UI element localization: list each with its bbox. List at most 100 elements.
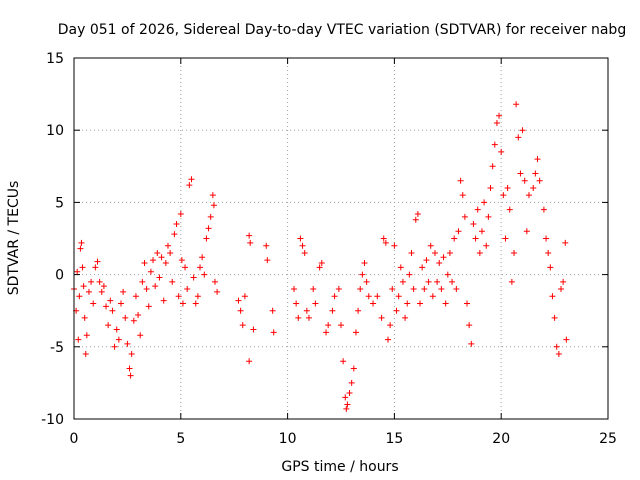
data-point — [470, 221, 477, 228]
data-point — [457, 177, 464, 184]
data-point — [350, 365, 357, 372]
data-point — [139, 278, 146, 285]
data-points — [71, 101, 570, 412]
data-point — [325, 322, 332, 329]
data-point — [365, 293, 372, 300]
data-point — [549, 293, 556, 300]
data-point — [461, 213, 468, 220]
data-point — [205, 225, 212, 232]
data-point — [563, 336, 570, 343]
data-point — [184, 286, 191, 293]
data-point — [305, 314, 312, 321]
data-point — [348, 379, 355, 386]
data-point — [235, 297, 242, 304]
data-point — [186, 182, 193, 189]
data-point — [370, 300, 377, 307]
data-point — [135, 312, 142, 319]
data-point — [560, 278, 567, 285]
axis-ticks: 0 5 10 15 20 25 -10 -5 0 5 10 15 — [41, 51, 617, 447]
grid-lines — [74, 58, 608, 419]
data-point — [419, 264, 426, 271]
data-point — [425, 278, 432, 285]
data-point — [141, 260, 148, 267]
data-point — [199, 254, 206, 261]
data-point — [363, 278, 370, 285]
data-point — [474, 206, 481, 213]
y-tick-label: -10 — [41, 412, 64, 428]
data-point — [382, 239, 389, 246]
data-point — [504, 184, 511, 191]
data-point — [493, 119, 500, 126]
data-point — [399, 278, 406, 285]
data-point — [103, 303, 110, 310]
data-point — [201, 271, 208, 278]
data-point — [150, 257, 157, 264]
data-point — [318, 260, 325, 267]
data-point — [506, 206, 513, 213]
data-point — [79, 264, 86, 271]
data-point — [162, 260, 169, 267]
data-point — [169, 278, 176, 285]
y-tick-label: 10 — [46, 123, 64, 139]
data-point — [301, 249, 308, 256]
data-point — [98, 288, 105, 295]
data-point — [158, 254, 165, 261]
data-point — [487, 184, 494, 191]
data-point — [247, 239, 254, 246]
data-point — [453, 286, 460, 293]
data-point — [393, 307, 400, 314]
y-tick-label: 5 — [55, 195, 64, 211]
data-point — [299, 242, 306, 249]
data-point — [545, 249, 552, 256]
data-point — [120, 288, 127, 295]
data-point — [511, 249, 518, 256]
data-point — [491, 141, 498, 148]
data-point — [459, 192, 466, 199]
data-point — [316, 264, 323, 271]
data-point — [90, 300, 97, 307]
data-point — [431, 249, 438, 256]
data-point — [404, 300, 411, 307]
data-point — [438, 286, 445, 293]
data-point — [81, 314, 88, 321]
data-point — [323, 329, 330, 336]
data-point — [111, 343, 118, 350]
data-point — [346, 390, 353, 397]
data-point — [122, 314, 129, 321]
data-point — [137, 332, 144, 339]
data-point — [483, 242, 490, 249]
data-point — [100, 283, 107, 290]
data-point — [402, 314, 409, 321]
data-point — [421, 286, 428, 293]
data-point — [496, 112, 503, 119]
data-point — [331, 293, 338, 300]
data-point — [126, 365, 133, 372]
x-tick-label: 5 — [176, 431, 185, 447]
x-tick-label: 20 — [492, 431, 510, 447]
data-point — [343, 405, 350, 412]
data-point — [182, 264, 189, 271]
data-point — [357, 286, 364, 293]
y-tick-label: 0 — [55, 268, 64, 284]
data-point — [342, 394, 349, 401]
data-point — [127, 372, 134, 379]
data-point — [340, 358, 347, 365]
data-point — [513, 101, 520, 108]
data-point — [77, 245, 84, 252]
data-point — [147, 268, 154, 275]
data-point — [481, 199, 488, 206]
data-point — [214, 288, 221, 295]
data-point — [197, 264, 204, 271]
data-point — [171, 231, 178, 238]
data-point — [530, 184, 537, 191]
data-point — [246, 358, 253, 365]
data-point — [76, 293, 83, 300]
data-point — [521, 177, 528, 184]
data-point — [384, 336, 391, 343]
data-point — [502, 235, 509, 242]
data-point — [440, 254, 447, 261]
data-point — [209, 192, 216, 199]
data-point — [395, 293, 402, 300]
data-point — [472, 235, 479, 242]
